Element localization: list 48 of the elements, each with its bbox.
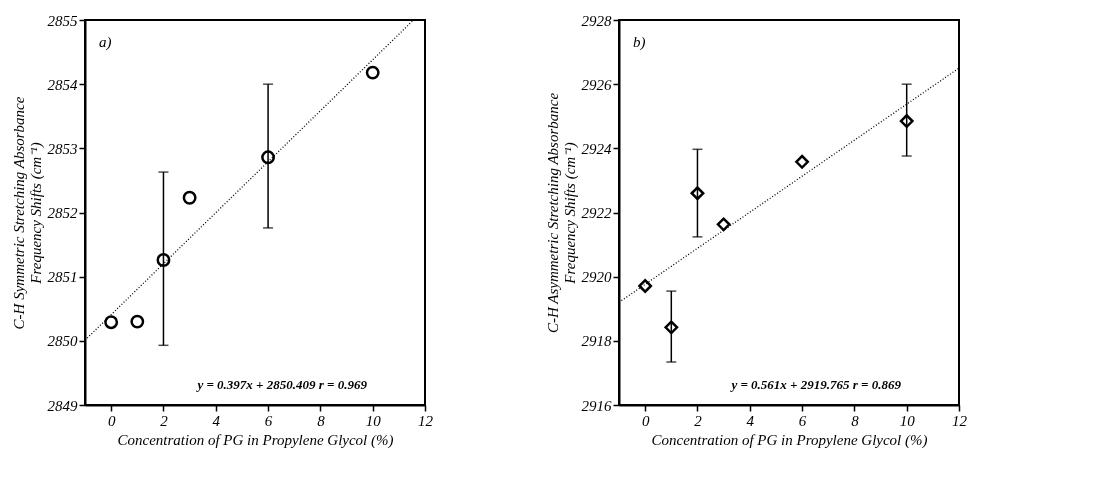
point — [716, 217, 731, 232]
x-tick-label: 2 — [160, 412, 169, 429]
annotation: a) — [99, 34, 112, 51]
y-tick-label: 2918 — [581, 333, 612, 350]
y-axis-title: C-H Asymmetric Stretching Absorbance Frequency Shifts (cm⁻¹) — [544, 92, 579, 334]
point — [365, 65, 380, 80]
y-tick-label: 2928 — [581, 12, 612, 29]
y-tick-label: 2852 — [47, 205, 78, 221]
x-tick-label: 6 — [798, 412, 807, 429]
point — [664, 320, 679, 335]
x-tick-label: 4 — [746, 412, 755, 429]
x-tick-label: 4 — [212, 412, 221, 429]
x-tick-label: 0 — [641, 412, 650, 429]
point — [638, 279, 653, 293]
point — [795, 154, 810, 169]
y-tick-label: 2850 — [47, 333, 78, 350]
point — [690, 186, 705, 201]
point — [156, 253, 171, 267]
y-tick-label: 2926 — [581, 76, 612, 93]
y-tick-label: 2853 — [47, 140, 78, 157]
point — [899, 114, 914, 129]
x-tick-label: 10 — [899, 412, 916, 429]
x-tick-label: 8 — [317, 412, 326, 429]
annotation: b) — [633, 34, 646, 51]
y-axis-title: C-H Symmetric Stretching Absorbance Frequency Shifts (cm⁻¹) — [10, 96, 45, 330]
x-tick-label: 0 — [107, 412, 116, 429]
point — [261, 150, 276, 165]
y-tick-label: 2855 — [47, 12, 78, 29]
point — [104, 315, 119, 330]
x-axis-title: Concentration of PG in Propylene Glycol (%) — [117, 431, 394, 449]
point — [130, 314, 145, 329]
y-tick-label: 2924 — [581, 140, 612, 157]
point — [182, 190, 197, 205]
x-tick-label: 10 — [365, 412, 382, 429]
x-axis-title: Concentration of PG in Propylene Glycol (%) — [651, 431, 928, 449]
y-tick-label: 2851 — [47, 269, 78, 286]
x-tick-label: 8 — [851, 412, 860, 429]
annotation: y = 0.397x + 2850.409 r = 0.969 — [195, 377, 368, 392]
x-tick-label: 12 — [952, 412, 968, 429]
x-tick-label: 2 — [694, 412, 703, 429]
y-tick-label: 2916 — [581, 397, 612, 414]
y-tick-label: 2920 — [581, 269, 612, 286]
x-tick-label: 12 — [418, 412, 434, 429]
y-tick-label: 2854 — [47, 76, 78, 93]
y-tick-label: 2849 — [47, 397, 78, 414]
y-tick-label: 2922 — [581, 205, 612, 221]
x-tick-label: 6 — [264, 412, 273, 429]
annotation: y = 0.561x + 2919.765 r = 0.869 — [729, 377, 902, 392]
